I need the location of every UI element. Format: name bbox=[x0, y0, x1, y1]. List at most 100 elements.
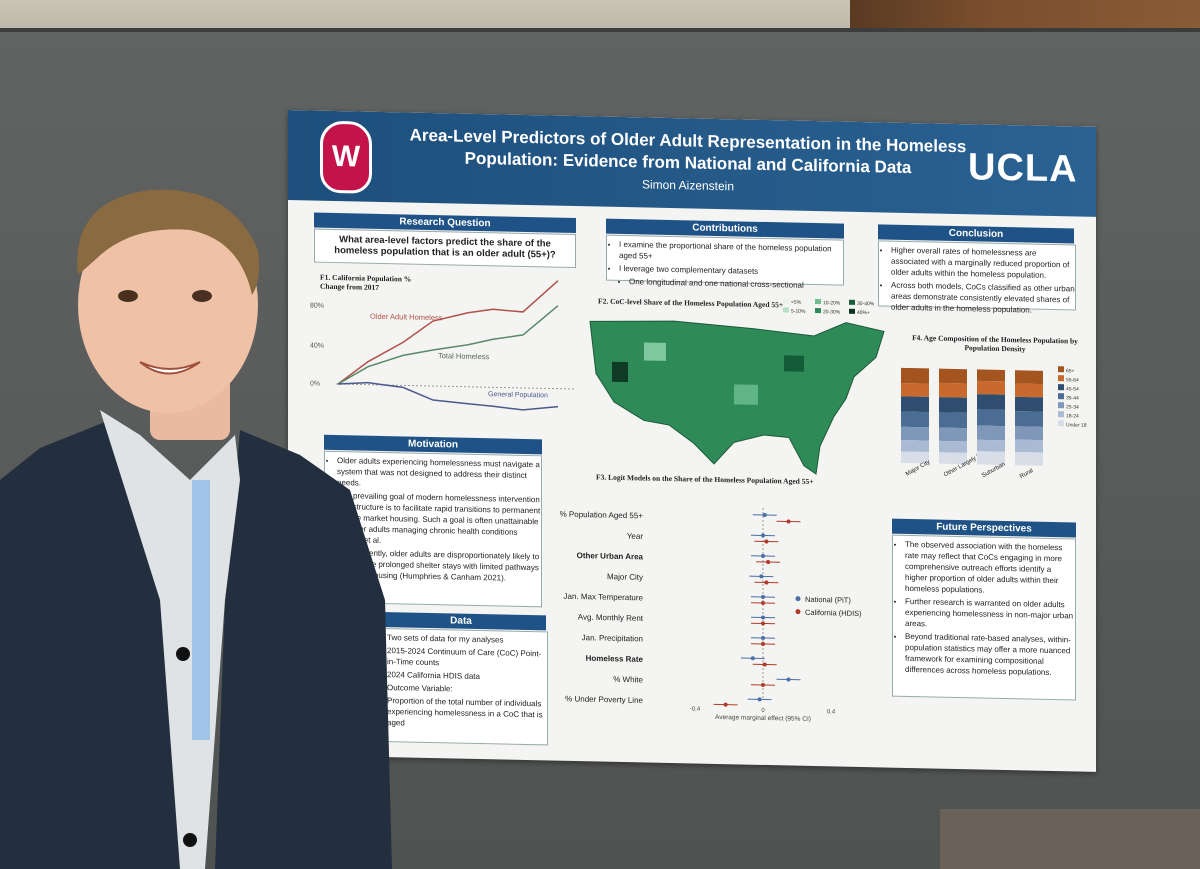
fig4-bar-segment bbox=[1015, 383, 1043, 398]
future-item: Further research is warranted on older a… bbox=[905, 596, 1075, 633]
fig3-xtick: 0 bbox=[761, 708, 765, 714]
fig4-bar-segment bbox=[939, 440, 967, 453]
fig3-point-california bbox=[761, 682, 765, 687]
eye-right bbox=[192, 290, 212, 302]
fig3-legend-label: National (PiT) bbox=[805, 595, 851, 605]
fig4-legend-label: 25-34 bbox=[1066, 404, 1079, 410]
fig2-choropleth-map bbox=[589, 320, 885, 475]
fig4-legend-label: 18-24 bbox=[1066, 413, 1079, 419]
conclusion-box: Higher overall rates of homelessness are… bbox=[878, 240, 1076, 315]
fig4-legend-swatch bbox=[1058, 384, 1064, 391]
fig3-point-california bbox=[766, 560, 771, 565]
carpet bbox=[940, 809, 1200, 869]
fig4-legend-swatch bbox=[1058, 411, 1064, 418]
face bbox=[78, 197, 258, 413]
fig3-point-national bbox=[761, 615, 765, 620]
svg-text:5-10%: 5-10% bbox=[791, 309, 806, 315]
fig3-point-national bbox=[750, 656, 755, 661]
fig4-bar-segment bbox=[977, 451, 1005, 466]
map-region-dark bbox=[612, 361, 628, 383]
fig4-bar-segment bbox=[1015, 426, 1043, 441]
future-item: Beyond traditional rate-based analyses, … bbox=[905, 631, 1075, 679]
fig4-bar-segment bbox=[939, 382, 967, 398]
research-poster: W Area-Level Predictors of Older Adult R… bbox=[288, 110, 1096, 772]
fig4-legend-swatch bbox=[1058, 420, 1064, 427]
fig4-bar-segment bbox=[1015, 411, 1043, 427]
fig3-row-label: % Population Aged 55+ bbox=[560, 510, 644, 521]
fig3-legend-marker bbox=[795, 609, 801, 615]
future-item: The observed association with the homele… bbox=[905, 539, 1075, 598]
fig4-legend: 65+ 55-64 45-54 35-44 25-34 18-24 Under 18 bbox=[1058, 366, 1087, 429]
fig4-bar-segment bbox=[901, 383, 929, 397]
fig4-bar-segment bbox=[939, 427, 967, 442]
fig3-legend-label: California (HDIS) bbox=[805, 608, 862, 618]
fig4-bar-segment bbox=[977, 394, 1005, 410]
jacket-button bbox=[183, 833, 197, 847]
fig3-forest-plot: % Population Aged 55+ Year Other Urban Are… bbox=[560, 507, 862, 723]
fig1-ytick: 80% bbox=[310, 302, 324, 309]
fig3-point-national bbox=[761, 533, 765, 538]
fig4-bar-segment bbox=[939, 452, 967, 465]
fig4-legend-swatch bbox=[1058, 366, 1064, 373]
fig3-point-california bbox=[761, 621, 765, 626]
fig1-series-general bbox=[337, 381, 559, 411]
fig3-point-california bbox=[764, 539, 769, 544]
fig1-zero-line bbox=[336, 383, 576, 390]
fig4-bar-segment bbox=[977, 380, 1005, 395]
fig3-row-label: Homeless Rate bbox=[586, 654, 644, 664]
fig1-ytick: 0% bbox=[310, 380, 320, 387]
fig3-xlabel: Average marginal effect (95% CI) bbox=[715, 714, 811, 723]
svg-text:30-40%: 30-40% bbox=[857, 301, 875, 307]
fig3-row-label: Jan. Max Temperature bbox=[564, 592, 644, 603]
jacket-button bbox=[176, 647, 190, 661]
fig3-point-california bbox=[761, 641, 765, 646]
contribution-item: I examine the proportional share of the … bbox=[619, 239, 843, 266]
conclusion-item: Higher overall rates of homelessness are… bbox=[891, 245, 1075, 282]
fig3-row-label: Year bbox=[627, 532, 643, 541]
fig3-point-california bbox=[764, 580, 769, 585]
fig3-row-label: Jan. Precipitation bbox=[582, 633, 643, 643]
fig3-xtick: -0.4 bbox=[690, 706, 701, 712]
svg-text:20-30%: 20-30% bbox=[823, 309, 841, 315]
fig4-bar-segment bbox=[1015, 439, 1043, 453]
future-box: The observed association with the homele… bbox=[892, 534, 1076, 701]
fig1-label-older: Older Adult Homeless bbox=[370, 312, 443, 323]
data-item: 2015-2024 Continuum of Care (CoC) Point-… bbox=[387, 645, 547, 670]
fig4-bar-segment bbox=[939, 397, 967, 413]
fig4-bar-segment bbox=[901, 396, 929, 413]
fig1-series-total bbox=[337, 305, 559, 385]
map-region-dark bbox=[784, 355, 804, 372]
fig4-bar-segment bbox=[1015, 451, 1043, 466]
fig1-series-older-adult bbox=[337, 280, 559, 385]
fig3-xtick: 0.4 bbox=[827, 709, 836, 715]
poster-header: W Area-Level Predictors of Older Adult R… bbox=[288, 110, 1096, 217]
fig4-bar-segment bbox=[901, 440, 929, 453]
contribution-item: One longitudinal and one national cross-… bbox=[629, 276, 843, 291]
eye-left bbox=[118, 290, 138, 302]
svg-text:40%+: 40%+ bbox=[857, 310, 870, 316]
fig4-bar-segment bbox=[1015, 396, 1043, 412]
fig4-legend-label: 45-54 bbox=[1066, 386, 1079, 392]
fig4-bar-segment bbox=[939, 368, 967, 384]
fig3-point-national bbox=[759, 574, 764, 579]
fig4-bar-segment bbox=[1015, 370, 1043, 385]
fig3-row-label: Major City bbox=[607, 572, 643, 582]
fig4-bar-segment bbox=[901, 411, 929, 428]
fig4-bar-segment bbox=[939, 412, 967, 429]
fig3-row-label: Other Urban Area bbox=[577, 551, 644, 561]
hair bbox=[77, 189, 260, 295]
fig4-legend-swatch bbox=[1058, 375, 1064, 382]
contributions-box: I examine the proportional share of the … bbox=[606, 234, 844, 290]
data-item: Two sets of data for my analyses bbox=[387, 632, 547, 646]
jacket-right bbox=[215, 430, 392, 869]
fig3-point-national bbox=[757, 697, 762, 702]
fig1-label-total: Total Homeless bbox=[438, 351, 490, 361]
fig4-legend-swatch bbox=[1058, 402, 1064, 409]
data-item: Outcome Variable: bbox=[387, 682, 547, 696]
svg-text:10-20%: 10-20% bbox=[823, 300, 841, 306]
conclusion-item: Across both models, CoCs classified as o… bbox=[891, 280, 1075, 317]
fig4-bar-segment bbox=[977, 409, 1005, 427]
fig4-legend-label: Under 18 bbox=[1066, 422, 1087, 428]
fig2-legend: <5% 5-10% 10-20% 20-30% 30-40% 40%+ bbox=[783, 298, 875, 316]
